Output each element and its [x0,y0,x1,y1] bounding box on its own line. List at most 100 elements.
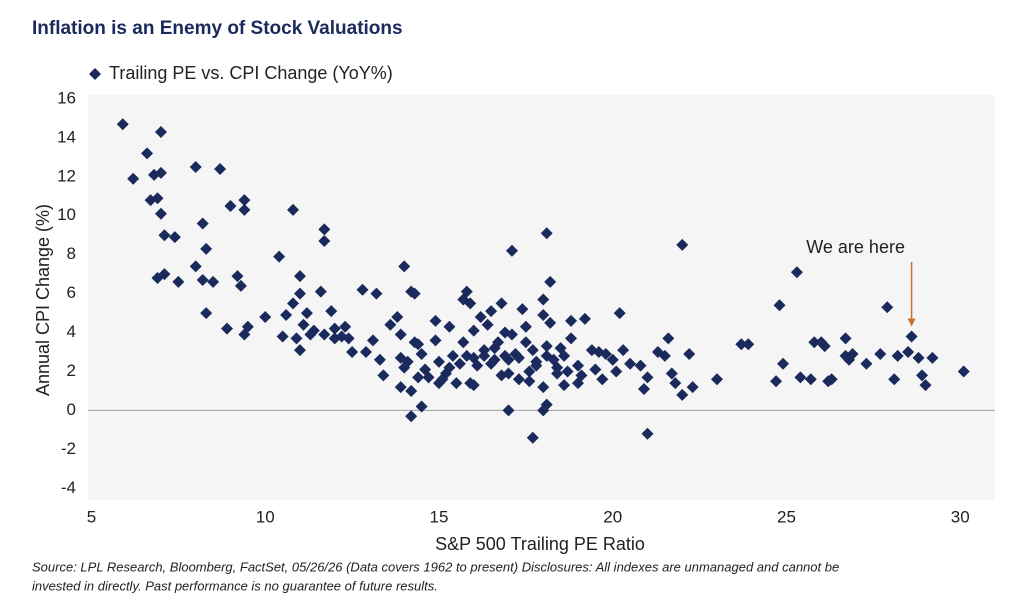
point [391,310,404,323]
point [488,353,501,366]
legend-marker [89,68,101,80]
point [432,355,445,368]
point [394,328,407,341]
point [526,344,539,357]
point [502,367,515,380]
y-tick-label: 8 [67,244,76,263]
point [373,353,386,366]
point [558,379,571,392]
point [366,334,379,347]
y-tick-label: 16 [57,88,76,107]
point [360,346,373,359]
point [523,375,536,388]
point [394,351,407,364]
point [683,347,696,360]
point [606,353,619,366]
point [537,309,550,322]
point [276,330,289,343]
point [825,373,838,386]
point [405,410,418,423]
point [356,283,369,296]
x-tick-label: 30 [951,507,970,526]
point [662,332,675,345]
point [168,231,181,244]
point [558,349,571,362]
point [325,305,338,318]
point [238,203,251,216]
point [154,207,167,220]
point [544,316,557,329]
point [450,377,463,390]
point [467,351,480,364]
source-note: invested in directly. Past performance i… [32,578,438,593]
point [429,314,442,327]
point [676,388,689,401]
point [443,320,456,333]
point [624,357,637,370]
point [231,270,244,283]
point [318,223,331,236]
x-axis-label: S&P 500 Trailing PE Ratio [435,534,645,554]
point [474,310,487,323]
point [412,371,425,384]
point [467,324,480,337]
point [280,309,293,322]
point [777,357,790,370]
point [287,203,300,216]
point [860,357,873,370]
point [916,369,929,382]
y-tick-label: 4 [67,322,76,341]
x-tick-label: 15 [430,507,449,526]
point [377,369,390,382]
point [488,342,501,355]
point [523,365,536,378]
point [304,328,317,341]
point [926,351,939,364]
point [676,238,689,251]
point [669,377,682,390]
point [221,322,234,335]
point [293,287,306,300]
x-tick-label: 25 [777,507,796,526]
y-axis-label: Annual CPI Change (%) [33,204,53,396]
point [158,229,171,242]
point [540,227,553,240]
point [599,347,612,360]
point [464,297,477,310]
point [158,268,171,281]
point [460,285,473,298]
point [154,166,167,179]
annotation-arrowhead [907,318,916,327]
point [196,273,209,286]
point [561,365,574,378]
point [467,379,480,392]
point [499,349,512,362]
point [818,340,831,353]
source-note: Source: LPL Research, Bloomberg, FactSet… [32,559,839,574]
point [613,307,626,320]
point [519,336,532,349]
point [384,318,397,331]
point [478,349,491,362]
point [224,199,237,212]
point [596,373,609,386]
point [634,359,647,372]
point [300,307,313,320]
y-tick-label: 14 [57,127,76,146]
point [446,349,459,362]
point [346,346,359,359]
point [537,381,550,394]
y-tick-label: 10 [57,205,76,224]
point [297,318,310,331]
point [457,336,470,349]
point [790,266,803,279]
point [415,400,428,413]
point [957,365,970,378]
point [540,398,553,411]
point [710,373,723,386]
point [415,347,428,360]
point [214,162,227,175]
point [200,242,213,255]
point [196,217,209,230]
point [641,427,654,440]
